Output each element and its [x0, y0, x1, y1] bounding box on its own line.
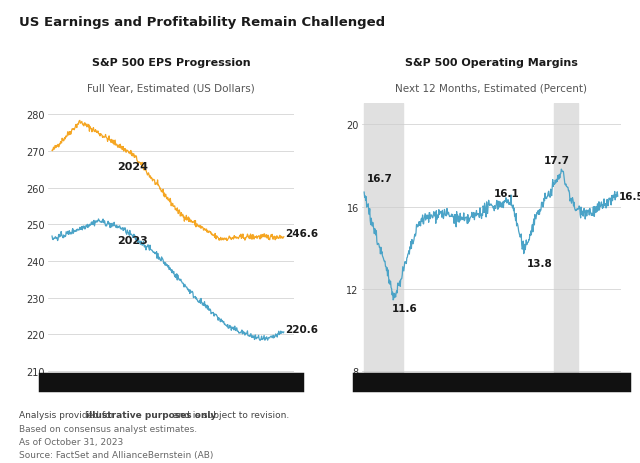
- Text: 11.6: 11.6: [392, 304, 418, 314]
- Text: S&P 500 Operating Margins: S&P 500 Operating Margins: [404, 58, 578, 68]
- Text: 16.5: 16.5: [620, 192, 640, 202]
- Text: 16.1: 16.1: [493, 189, 520, 199]
- Text: 13.8: 13.8: [527, 258, 552, 269]
- Text: Next 12 Months, Estimated (Percent): Next 12 Months, Estimated (Percent): [395, 83, 588, 93]
- Text: 2023: 2023: [116, 235, 147, 245]
- Text: 16.7: 16.7: [367, 174, 392, 183]
- Text: 220.6: 220.6: [285, 324, 318, 334]
- Text: US Earnings and Profitability Remain Challenged: US Earnings and Profitability Remain Cha…: [19, 16, 385, 29]
- Text: Analysis provided for: Analysis provided for: [19, 410, 118, 419]
- Text: 2024: 2024: [116, 162, 148, 172]
- Bar: [554, 104, 578, 382]
- Text: Source: FactSet and AllianceBernstein (AB): Source: FactSet and AllianceBernstein (A…: [19, 450, 214, 459]
- Text: As of October 31, 2023: As of October 31, 2023: [19, 438, 124, 446]
- Text: Based on consensus analyst estimates.: Based on consensus analyst estimates.: [19, 425, 197, 433]
- Text: Full Year, Estimated (US Dollars): Full Year, Estimated (US Dollars): [87, 83, 255, 93]
- Bar: [364, 104, 403, 382]
- Text: illustrative purposes only: illustrative purposes only: [86, 410, 216, 419]
- Text: 246.6: 246.6: [285, 229, 319, 239]
- Text: 17.7: 17.7: [544, 156, 570, 166]
- Text: S&P 500 EPS Progression: S&P 500 EPS Progression: [92, 58, 250, 68]
- Text: and is subject to revision.: and is subject to revision.: [170, 410, 289, 419]
